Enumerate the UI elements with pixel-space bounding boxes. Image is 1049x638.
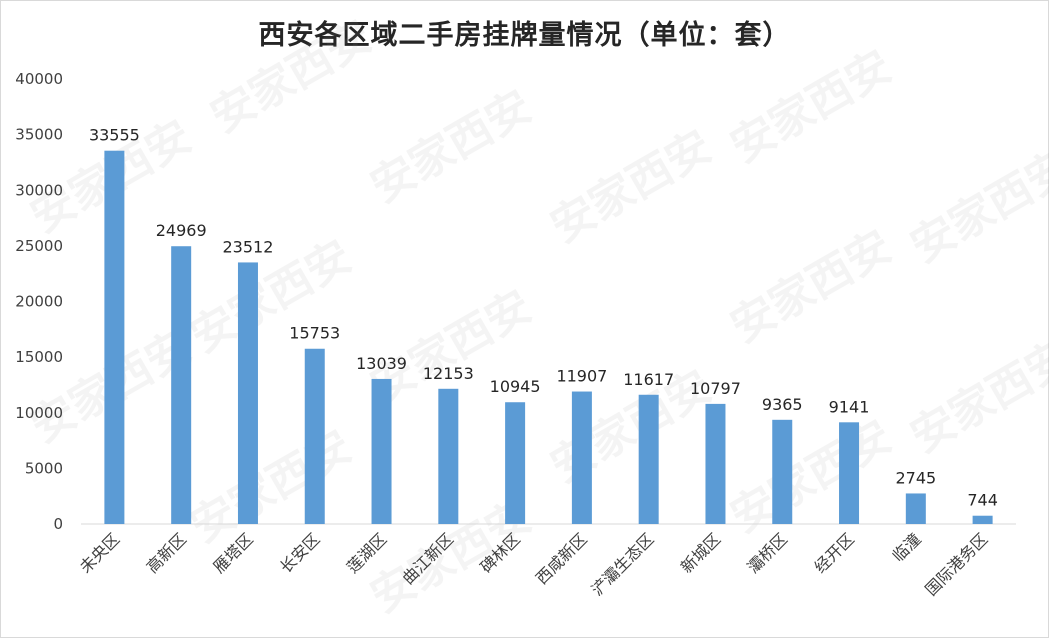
bar [304, 348, 325, 524]
data-label: 9141 [829, 397, 870, 416]
bar [104, 150, 125, 524]
bar [237, 262, 258, 524]
category-label: 曲江新区 [398, 529, 457, 588]
data-label: 23512 [223, 237, 274, 256]
category-label: 高新区 [143, 529, 190, 576]
bar [438, 388, 459, 524]
data-label: 15753 [289, 324, 340, 343]
bar [839, 422, 860, 524]
y-tick-label: 10000 [15, 404, 63, 422]
chart-title: 西安各区域二手房挂牌量情况（单位：套） [258, 20, 791, 51]
data-label: 2745 [895, 468, 936, 487]
bar [638, 394, 659, 524]
data-label: 10797 [690, 379, 741, 398]
category-label: 新城区 [677, 529, 724, 576]
y-tick-label: 25000 [15, 237, 63, 255]
y-tick-label: 40000 [15, 70, 63, 88]
y-tick-label: 0 [53, 515, 63, 533]
data-label: 11617 [623, 370, 674, 389]
data-label: 13039 [356, 354, 407, 373]
bar [905, 493, 926, 524]
data-label: 9365 [762, 395, 803, 414]
bar [371, 378, 392, 524]
category-label: 灞桥区 [744, 529, 791, 576]
bar [972, 515, 993, 524]
data-label: 10945 [490, 377, 541, 396]
y-tick-label: 30000 [15, 181, 63, 199]
data-label: 744 [967, 491, 998, 510]
bar [505, 402, 526, 524]
data-label: 24969 [156, 221, 207, 240]
category-label: 雁塔区 [209, 529, 256, 576]
category-label: 浐灞生态区 [587, 529, 657, 599]
category-label: 经开区 [810, 529, 857, 576]
data-label: 33555 [89, 126, 140, 145]
y-tick-label: 35000 [15, 126, 63, 144]
data-label: 11907 [556, 367, 607, 386]
bar [571, 391, 592, 524]
category-label: 长安区 [276, 529, 323, 576]
category-label: 未央区 [76, 529, 123, 576]
category-label: 莲湖区 [343, 529, 390, 576]
category-label: 西咸新区 [532, 529, 591, 588]
bar [705, 403, 726, 524]
y-tick-label: 5000 [25, 459, 63, 477]
category-label: 国际港务区 [921, 529, 991, 599]
y-tick-label: 20000 [15, 293, 63, 311]
category-label: 临潼 [889, 529, 925, 565]
bar [772, 419, 793, 524]
bar [171, 246, 192, 524]
y-tick-label: 15000 [15, 348, 63, 366]
data-label: 12153 [423, 364, 474, 383]
category-label: 碑林区 [477, 529, 524, 576]
